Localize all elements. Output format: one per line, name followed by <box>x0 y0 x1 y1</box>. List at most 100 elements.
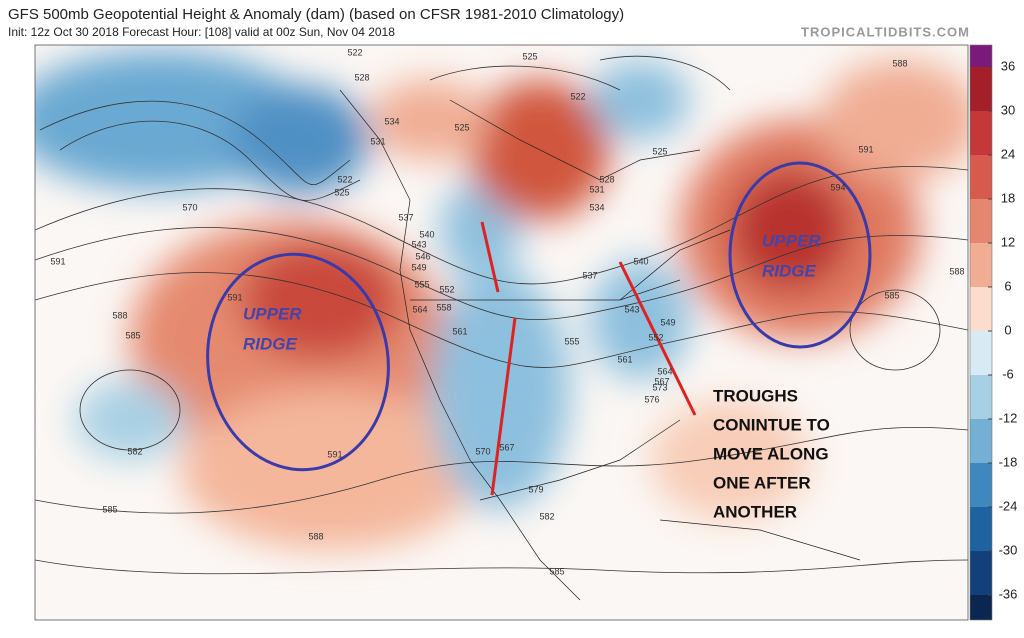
annotation-text: ONE AFTER <box>713 473 811 492</box>
contour-label: 567 <box>499 442 514 452</box>
contour-label: 567 <box>654 376 669 386</box>
contour-label: 525 <box>454 122 469 132</box>
contour-label: 591 <box>327 449 342 459</box>
contour-label: 564 <box>412 304 427 314</box>
contour-label: 534 <box>589 202 604 212</box>
title: GFS 500mb Geopotential Height & Anomaly … <box>8 6 624 23</box>
annotation-text: CONINTUE TO <box>713 415 830 434</box>
colorbar-band <box>970 419 992 463</box>
colorbar-label: 18 <box>1001 190 1015 205</box>
contour-label: 570 <box>475 446 490 456</box>
contour-labels: 522 528 534 531 522 525 570 591 591 588 585 582 585 5… <box>50 47 964 576</box>
contour-label: 525 <box>334 187 349 197</box>
annotations: UPPER RIDGE UPPER RIDGE TROUGHS CONINTUE TO MO… <box>243 231 830 521</box>
contour-label: 594 <box>830 182 845 192</box>
colorbar-label: -6 <box>1002 366 1014 381</box>
colorbar-label: 6 <box>1004 278 1011 293</box>
contour-label: 591 <box>858 144 873 154</box>
colorbar-label: -12 <box>999 410 1018 425</box>
colorbar-band <box>970 507 992 551</box>
annotation-text: UPPER <box>243 304 302 323</box>
contour-label: 531 <box>370 136 385 146</box>
colorbar-label: -24 <box>999 498 1018 513</box>
contour-label: 546 <box>415 251 430 261</box>
colorbar-band <box>970 463 992 507</box>
contour-label: 591 <box>50 256 65 266</box>
contour-label: 552 <box>439 284 454 294</box>
contour-label: 588 <box>892 58 907 68</box>
colorbar-band <box>970 595 992 620</box>
map-frame <box>34 44 969 621</box>
colorbar-band <box>970 45 992 67</box>
annotation-text: ANOTHER <box>713 502 797 521</box>
map: 522 528 534 531 522 525 570 591 591 588 585 582 585 5… <box>35 45 968 620</box>
colorbar-band <box>970 155 992 199</box>
colorbar-label: 12 <box>1001 234 1015 249</box>
contour-label: 549 <box>660 317 675 327</box>
annotation-text: TROUGHS <box>713 386 798 405</box>
contour-label: 588 <box>949 266 964 276</box>
contour-label: 588 <box>308 531 323 541</box>
contour-label: 561 <box>617 354 632 364</box>
watermark: TROPICALTIDBITS.COM <box>801 24 970 39</box>
colorbar-label: 0 <box>1004 322 1011 337</box>
annotation-text: RIDGE <box>762 261 817 280</box>
colorbar-label: -36 <box>999 586 1018 601</box>
contour-label: 552 <box>648 332 663 342</box>
colorbar-label: -30 <box>999 542 1018 557</box>
contour-label: 531 <box>589 184 604 194</box>
contour-label: 564 <box>657 366 672 376</box>
contour-label: 537 <box>398 212 413 222</box>
contour-label: 582 <box>127 446 142 456</box>
contour-label: 522 <box>347 47 362 57</box>
colorbar-band <box>970 199 992 243</box>
colorbar-label: 36 <box>1001 58 1015 73</box>
contour-label: 540 <box>633 256 648 266</box>
contour-label: 543 <box>411 239 426 249</box>
colorbar-band <box>970 67 992 111</box>
colorbar-label: 30 <box>1001 102 1015 117</box>
contour-label: 540 <box>419 229 434 239</box>
contour-label: 543 <box>624 304 639 314</box>
annotation-text: MOVE ALONG <box>713 444 829 463</box>
colorbar-label: -18 <box>999 454 1018 469</box>
contour-label: 561 <box>452 326 467 336</box>
contour-label: 585 <box>102 504 117 514</box>
contour-label: 525 <box>522 51 537 61</box>
annotation-text: UPPER <box>762 231 821 250</box>
anomaly-shading <box>35 50 968 550</box>
contour-label: 522 <box>337 174 352 184</box>
contour-label: 528 <box>599 174 614 184</box>
colorbar-band <box>970 287 992 331</box>
contour-label: 537 <box>582 270 597 280</box>
colorbar-label: 24 <box>1001 146 1015 161</box>
contour-label: 585 <box>884 290 899 300</box>
colorbar-band <box>970 331 992 375</box>
colorbar-band <box>970 243 992 287</box>
contour-label: 576 <box>644 394 659 404</box>
contour-label: 591 <box>227 292 242 302</box>
contour-label: 585 <box>549 566 564 576</box>
contour-label: 522 <box>570 91 585 101</box>
contour-label: 573 <box>652 382 667 392</box>
contour-label: 570 <box>182 202 197 212</box>
contour-label: 558 <box>436 302 451 312</box>
colorbar-band <box>970 375 992 419</box>
contour-label: 585 <box>125 330 140 340</box>
colorbar-band <box>970 551 992 595</box>
contour-label: 534 <box>384 116 399 126</box>
contour-label: 582 <box>539 511 554 521</box>
contour-label: 549 <box>411 262 426 272</box>
annotation-text: RIDGE <box>243 334 298 353</box>
colorbar-frame <box>969 44 993 621</box>
hand-annotations <box>206 161 872 496</box>
contour-label: 555 <box>414 279 429 289</box>
contour-label: 579 <box>528 484 543 494</box>
contours <box>35 55 968 575</box>
contour-label: 588 <box>112 310 127 320</box>
colorbar-band <box>970 111 992 155</box>
contour-label: 528 <box>354 72 369 82</box>
subtitle: Init: 12z Oct 30 2018 Forecast Hour: [10… <box>8 25 395 39</box>
borders <box>339 89 861 601</box>
